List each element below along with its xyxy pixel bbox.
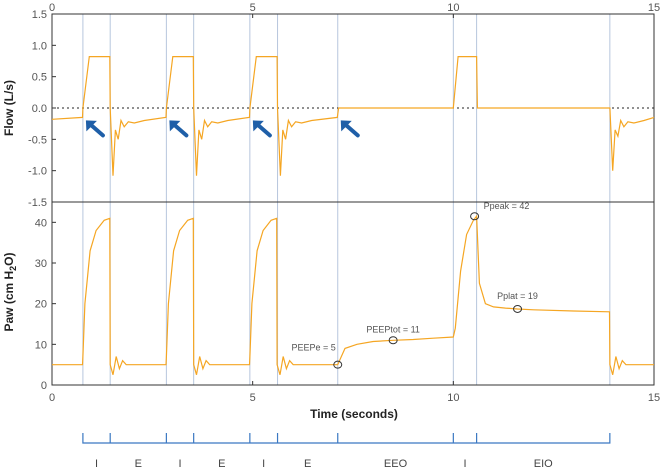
paw-y-tick-label: 30 [35, 258, 47, 270]
trigger-arrow [85, 120, 105, 138]
bottom-x-axis: 0 5 10 15 [49, 381, 660, 404]
annotation: Pplat = 19 [497, 291, 538, 313]
flow-y-tick-label: 1.5 [32, 9, 47, 21]
paw-y-tick-label: 20 [35, 299, 47, 311]
paw-y-tick-label: 10 [35, 339, 47, 351]
x-tick-label: 5 [250, 392, 256, 404]
flow-y-tick-label: -1.5 [28, 197, 47, 209]
phase-label: I [262, 458, 265, 470]
x-tick-label: 10 [447, 392, 459, 404]
paw-y-axis: 0 10 20 30 40 [35, 217, 56, 392]
phase-label: I [178, 458, 181, 470]
phase-label: I [95, 458, 98, 470]
flow-arrows [85, 120, 360, 138]
annotation: PEEPe = 5 [291, 343, 343, 369]
phase-label: I [463, 458, 466, 470]
phase-bracket [82, 433, 611, 444]
annotation: Ppeak = 42 [470, 201, 530, 221]
trigger-arrow [252, 120, 272, 138]
trigger-arrow [169, 120, 189, 138]
annotation-label: Ppeak = 42 [484, 201, 530, 211]
flow-y-tick-label: 1.0 [32, 40, 47, 52]
phase-label: E [135, 458, 142, 470]
top-x-axis: 0 5 10 15 [49, 2, 660, 18]
annotation-label: Pplat = 19 [497, 291, 538, 301]
trigger-arrow [340, 120, 360, 138]
top-x-tick-label: 0 [49, 2, 55, 14]
phase-label: E [218, 458, 225, 470]
paw-y-tick-label: 40 [35, 217, 47, 229]
phase-boundary-lines [82, 14, 611, 385]
paw-axis-title: Paw (cm H2O) [2, 252, 18, 331]
paw-y-tick-label: 0 [41, 380, 47, 392]
paw-series-line [52, 214, 654, 375]
phase-label: E [304, 458, 311, 470]
flow-y-tick-label: -0.5 [28, 134, 47, 146]
paw-panel-frame [51, 201, 655, 386]
flow-y-tick-label: -1.0 [28, 166, 47, 178]
phase-label: EEO [384, 458, 408, 470]
flow-y-axis: -1.5 -1.0 -0.5 0.0 0.5 1.0 1.5 [28, 9, 56, 209]
flow-y-tick-label: 0.5 [32, 72, 47, 84]
x-tick-label: 15 [648, 392, 660, 404]
phase-labels: I E I E I E EEO I EIO [95, 458, 553, 470]
top-x-tick-label: 15 [648, 2, 660, 14]
annotation-label: PEEPtot = 11 [366, 324, 420, 334]
annotation-label: PEEPe = 5 [291, 343, 335, 353]
phase-label: EIO [534, 458, 553, 470]
top-x-tick-label: 5 [250, 2, 256, 14]
x-axis-title: Time (seconds) [310, 407, 398, 421]
x-tick-label: 0 [49, 392, 55, 404]
annotation: PEEPtot = 11 [366, 324, 420, 345]
paw-annotations: PEEPe = 5 PEEPtot = 11 Ppeak = 42 Pplat = 1… [291, 201, 538, 369]
top-x-tick-label: 10 [447, 2, 459, 14]
flow-axis-title: Flow (L/s) [2, 80, 16, 136]
flow-y-tick-label: 0.0 [32, 103, 47, 115]
flow-series-line [51, 56, 655, 176]
